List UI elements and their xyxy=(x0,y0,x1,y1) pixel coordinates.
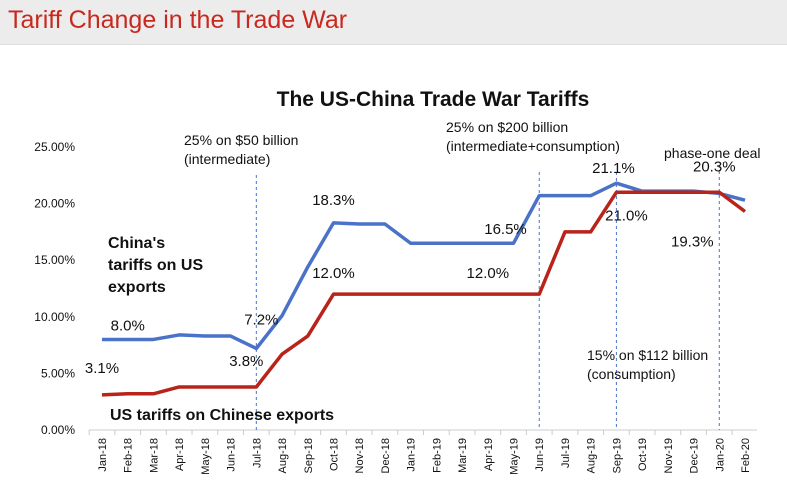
data-label: 18.3% xyxy=(312,192,355,209)
event-annotation: (intermediate) xyxy=(184,151,270,167)
x-tick-label: Sep-19 xyxy=(611,438,623,473)
y-tick-label: 15.00% xyxy=(34,253,75,267)
event-annotation: 25% on $50 billion xyxy=(184,132,298,148)
data-label: 16.5% xyxy=(484,221,527,238)
x-tick-label: Jul-18 xyxy=(251,438,263,468)
chart-title: The US-China Trade War Tariffs xyxy=(277,88,590,111)
data-label: 20.3% xyxy=(693,158,736,175)
x-tick-label: Feb-20 xyxy=(740,438,752,473)
series-label-china: exports xyxy=(108,279,166,296)
event-annotation: 15% on $112 billion xyxy=(587,347,708,363)
data-label: 12.0% xyxy=(312,265,355,282)
x-tick-label: Apr-19 xyxy=(483,438,495,471)
data-label: 3.1% xyxy=(85,360,119,377)
series-label-china: tariffs on US xyxy=(108,257,203,274)
data-label: 8.0% xyxy=(111,317,145,334)
y-tick-label: 20.00% xyxy=(34,197,75,211)
x-tick-label: Jan-19 xyxy=(406,438,418,472)
x-tick-label: Nov-19 xyxy=(663,438,675,473)
data-label: 7.2% xyxy=(244,311,278,328)
x-tick-label: Aug-19 xyxy=(586,438,598,473)
x-tick-label: Oct-19 xyxy=(637,438,649,471)
page-header: Tariff Change in the Trade War xyxy=(0,0,787,45)
page-title: Tariff Change in the Trade War xyxy=(8,6,348,34)
series-line-0 xyxy=(102,181,746,351)
x-tick-label: Jun-18 xyxy=(226,438,238,472)
x-tick-label: May-18 xyxy=(200,438,212,475)
x-tick-label: Jan-20 xyxy=(714,438,726,472)
y-tick-label: 25.00% xyxy=(34,140,75,154)
x-tick-label: May-19 xyxy=(509,438,521,475)
data-label: 3.8% xyxy=(229,353,263,370)
x-tick-label: Mar-19 xyxy=(457,438,469,473)
data-label: 21.1% xyxy=(592,160,635,177)
x-tick-label: Nov-18 xyxy=(354,438,366,473)
x-tick-label: Sep-18 xyxy=(303,438,315,473)
event-annotation: phase-one deal xyxy=(664,145,761,161)
event-annotation: (intermediate+consumption) xyxy=(446,138,620,154)
y-tick-label: 0.00% xyxy=(41,423,75,437)
y-tick-label: 10.00% xyxy=(34,310,75,324)
y-tick-label: 5.00% xyxy=(41,366,75,380)
x-tick-label: Feb-18 xyxy=(123,438,135,473)
x-tick-label: Aug-18 xyxy=(277,438,289,473)
data-label: 21.0% xyxy=(605,207,648,224)
x-tick-label: Jul-19 xyxy=(560,438,572,468)
x-tick-label: Dec-18 xyxy=(380,438,392,473)
event-annotation: (consumption) xyxy=(587,366,676,382)
data-label: 19.3% xyxy=(671,234,714,251)
x-tick-label: Jun-19 xyxy=(534,438,546,472)
series-label-us: US tariffs on Chinese exports xyxy=(110,407,334,424)
x-tick-label: Feb-19 xyxy=(431,438,443,473)
data-label: 12.0% xyxy=(467,265,510,282)
event-annotation: 25% on $200 billion xyxy=(446,119,568,135)
x-tick-label: Oct-18 xyxy=(328,438,340,471)
series-label-china: China's xyxy=(108,235,165,252)
x-tick-label: Apr-18 xyxy=(174,438,186,471)
x-tick-label: Dec-19 xyxy=(689,438,701,473)
x-tick-label: Jan-18 xyxy=(97,438,109,472)
series-line-1 xyxy=(101,190,747,397)
x-tick-label: Mar-18 xyxy=(148,438,160,473)
